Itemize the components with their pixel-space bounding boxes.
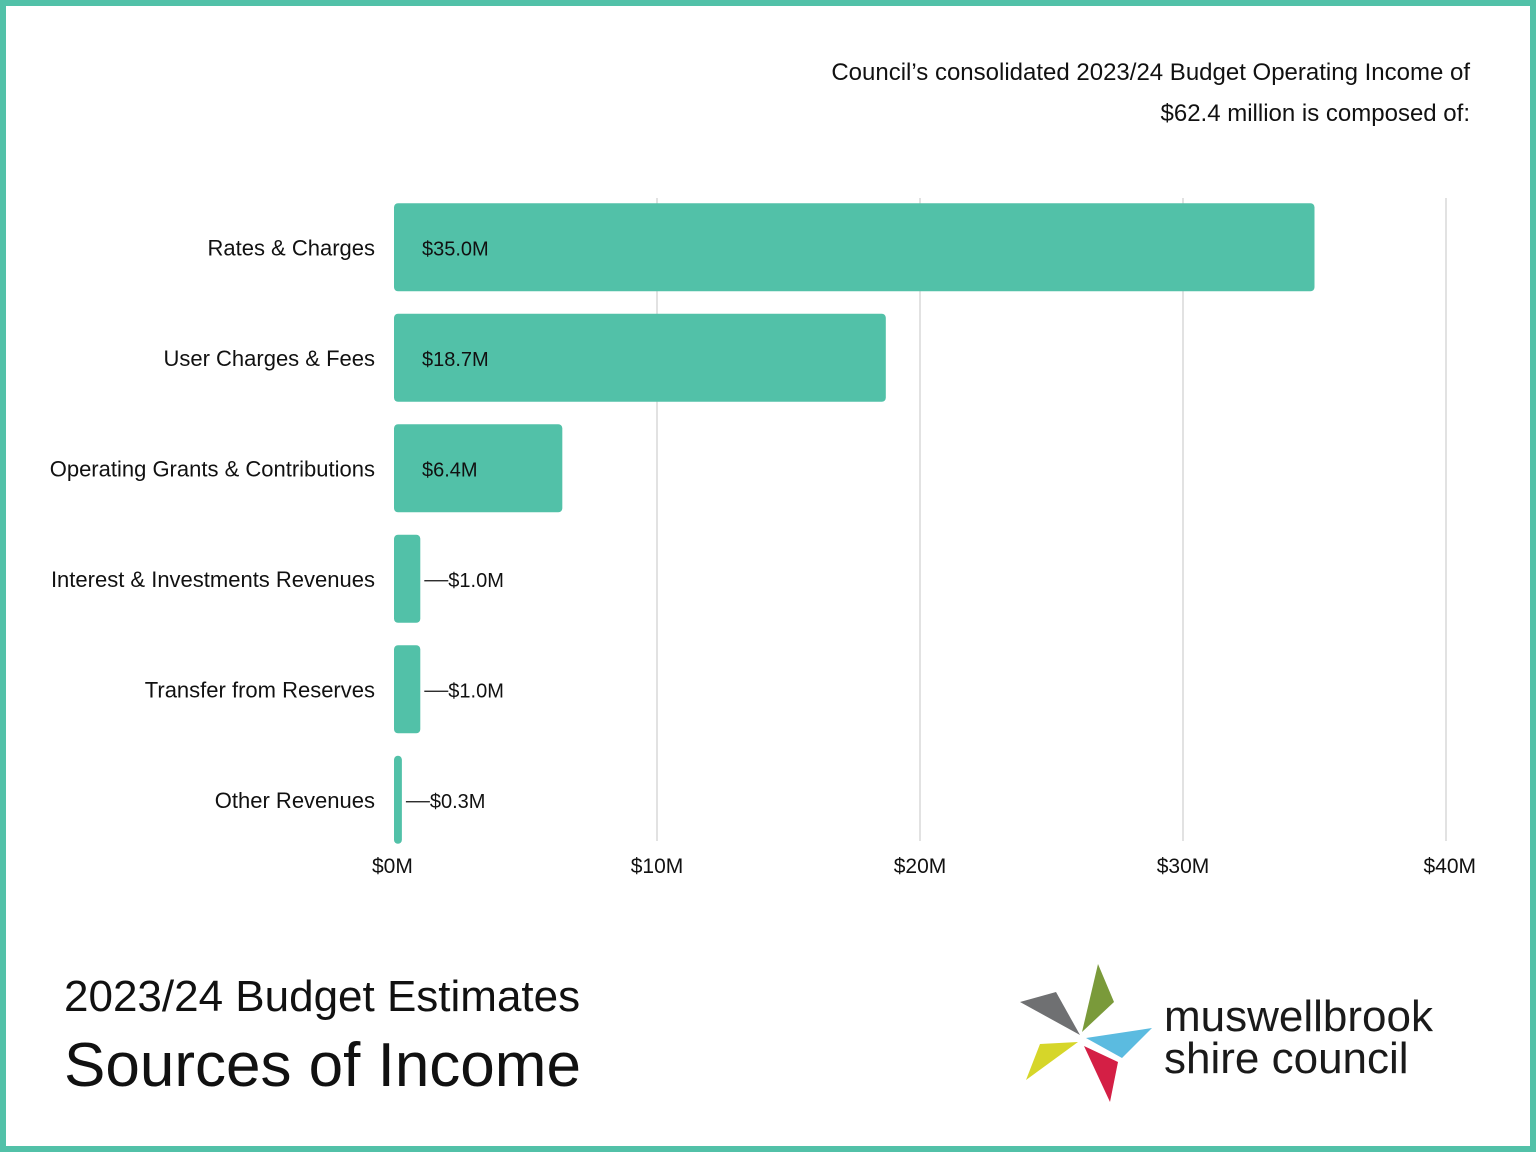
title-block: 2023/24 Budget Estimates Sources of Inco… (64, 968, 581, 1106)
bar (394, 645, 421, 734)
page-subtitle: 2023/24 Budget Estimates (64, 972, 581, 1021)
bar (394, 203, 1315, 292)
logo-text-line-2: shire council (1164, 1034, 1409, 1083)
x-tick-label: $0M (372, 855, 413, 878)
intro-line-2: $62.4 million is composed of: (1160, 100, 1471, 127)
category-label: Rates & Charges (207, 235, 375, 260)
intro-line-1: Council’s consolidated 2023/24 Budget Op… (831, 59, 1470, 86)
value-label: $18.7M (422, 349, 489, 371)
logo-petal-grey (1020, 992, 1080, 1035)
logo-petal-green (1082, 964, 1114, 1032)
bar (394, 313, 886, 402)
grid-lines (656, 198, 1447, 841)
category-label: Other Revenues (215, 788, 375, 813)
logo-petal-red (1084, 1046, 1118, 1102)
x-tick-label: $20M (894, 855, 947, 878)
bar (394, 534, 421, 623)
category-label: Interest & Investments Revenues (51, 567, 375, 592)
value-label: $35.0M (422, 238, 489, 260)
value-label: $6.4M (422, 459, 478, 481)
value-label: $1.0M (448, 680, 504, 702)
bar (394, 424, 563, 513)
logo-text: muswellbrook shire council (1164, 992, 1433, 1083)
bars (394, 203, 1315, 844)
x-tick-label: $10M (631, 855, 684, 878)
value-label: $1.0M (448, 570, 504, 592)
x-tick-label: $40M (1423, 855, 1476, 878)
category-label: Transfer from Reserves (145, 677, 375, 702)
star-logo-icon (1020, 964, 1152, 1102)
bar (394, 755, 402, 844)
logo-petal-yellow (1026, 1042, 1078, 1080)
value-label: $0.3M (430, 791, 486, 813)
logo-text-line-1: muswellbrook (1164, 992, 1433, 1041)
category-label: Operating Grants & Contributions (50, 456, 375, 481)
council-logo: muswellbrook shire council (1018, 962, 1498, 1112)
logo-petal-blue (1086, 1028, 1152, 1058)
income-bar-chart: $0M $10M $20M $30M $40M Rates & Charges $35.0M… (50, 198, 1476, 878)
labels: $0M $10M $20M $30M $40M Rates & Charges $35.0M… (50, 235, 1476, 878)
category-label: User Charges & Fees (163, 346, 375, 371)
intro-text: Council’s consolidated 2023/24 Budget Op… (570, 52, 1470, 134)
page-title: Sources of Income (64, 1031, 581, 1100)
x-tick-label: $30M (1157, 855, 1210, 878)
